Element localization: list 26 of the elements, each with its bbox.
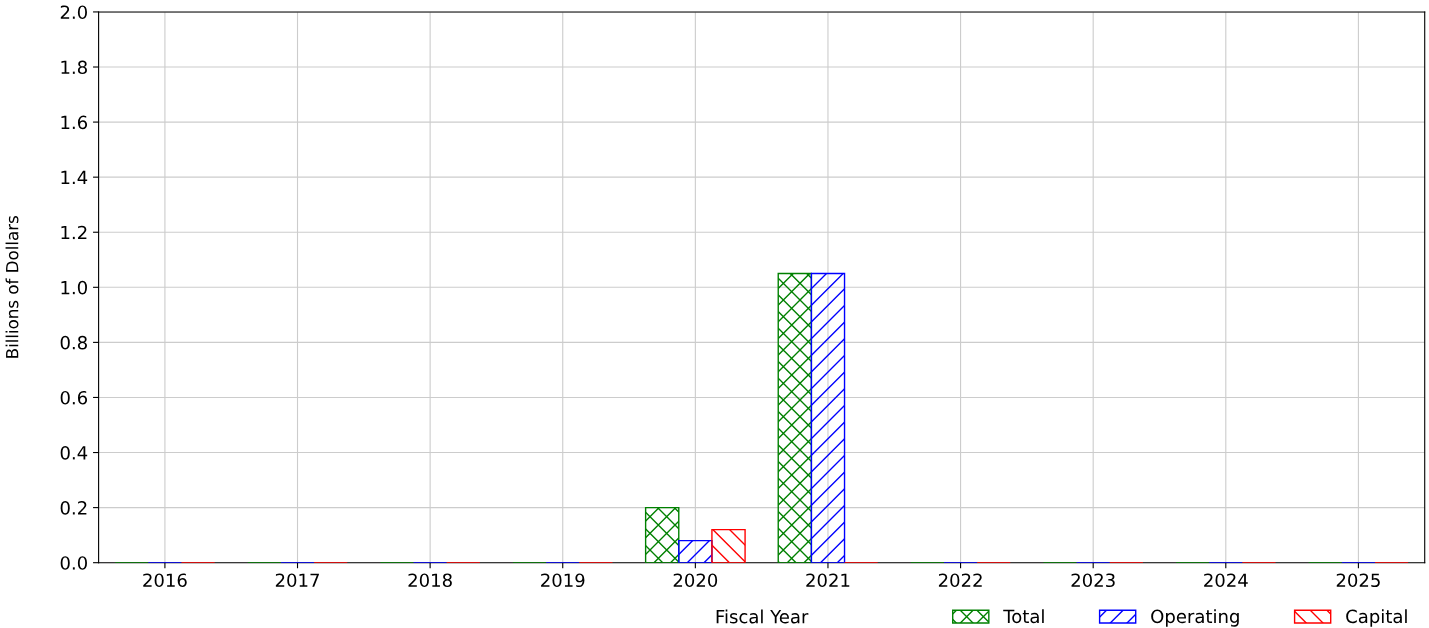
y-tick-label: 0.8 bbox=[60, 335, 87, 350]
x-tick-label: 2020 bbox=[673, 573, 718, 588]
y-tick-label: 1.2 bbox=[61, 225, 87, 240]
x-tick-label: 2019 bbox=[541, 573, 585, 588]
y-tick-label: 1.6 bbox=[61, 115, 88, 130]
x-tick-label: 2021 bbox=[806, 573, 850, 588]
x-tick-label: 2018 bbox=[408, 573, 452, 588]
y-tick-label: 2.0 bbox=[60, 5, 87, 20]
legend-label: Operating bbox=[1151, 609, 1239, 627]
x-axis-title: Fiscal Year bbox=[716, 609, 809, 624]
x-tick-label: 2017 bbox=[275, 573, 319, 588]
y-tick-label: 0.6 bbox=[60, 390, 88, 405]
x-tick-label: 2025 bbox=[1336, 573, 1380, 588]
y-tick-label: 0.2 bbox=[60, 501, 87, 515]
legend-label: Capital bbox=[1346, 609, 1407, 627]
y-tick-label: 0.0 bbox=[60, 556, 87, 570]
x-tick-label: 2023 bbox=[1071, 573, 1115, 588]
x-tick-label: 2022 bbox=[938, 573, 982, 588]
x-tick-label: 2024 bbox=[1204, 573, 1248, 588]
y-tick-label: 1.8 bbox=[61, 60, 87, 75]
x-tick-label: 2016 bbox=[143, 573, 187, 588]
y-tick-label: 0.4 bbox=[60, 446, 88, 460]
y-axis-title: Billions of Dollars bbox=[5, 216, 19, 358]
legend-label: Total bbox=[1003, 609, 1044, 624]
y-tick-label: 1.4 bbox=[61, 170, 88, 185]
y-tick-label: 1.0 bbox=[61, 280, 87, 295]
